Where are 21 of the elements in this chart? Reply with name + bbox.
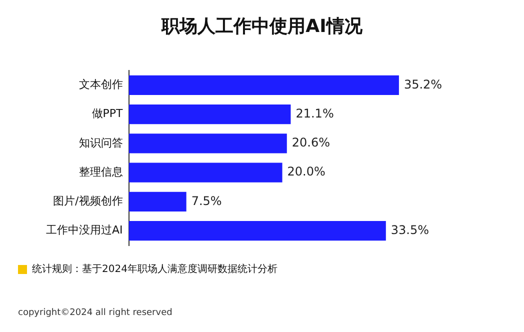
bar	[128, 134, 287, 154]
y-tick-label: 做PPT	[92, 107, 124, 120]
bar	[128, 192, 186, 212]
bar	[128, 104, 291, 124]
y-tick-label: 工作中没用过AI	[46, 224, 123, 237]
bar	[128, 162, 282, 182]
data-label: 20.6%	[292, 136, 330, 150]
text: copyright©2024 all right reserved	[18, 308, 172, 318]
y-tick-label: 知识问答	[78, 136, 123, 150]
bar	[128, 75, 399, 95]
bar	[128, 221, 386, 241]
data-label: 7.5%	[191, 194, 222, 208]
y-tick-label: 图片/视频创作	[53, 194, 123, 208]
y-tick-label: 文本创作	[78, 78, 123, 92]
data-label: 21.1%	[296, 106, 334, 120]
data-label: 35.2%	[404, 77, 442, 92]
y-tick-label: 整理信息	[78, 165, 123, 178]
data-label: 20.0%	[287, 164, 326, 179]
text: 统计规则：基于2024年职场人满意度调研数据统计分析	[32, 262, 278, 276]
chart-title: 职场人工作中使用AI情况	[160, 15, 364, 38]
data-label: 33.5%	[390, 222, 430, 237]
